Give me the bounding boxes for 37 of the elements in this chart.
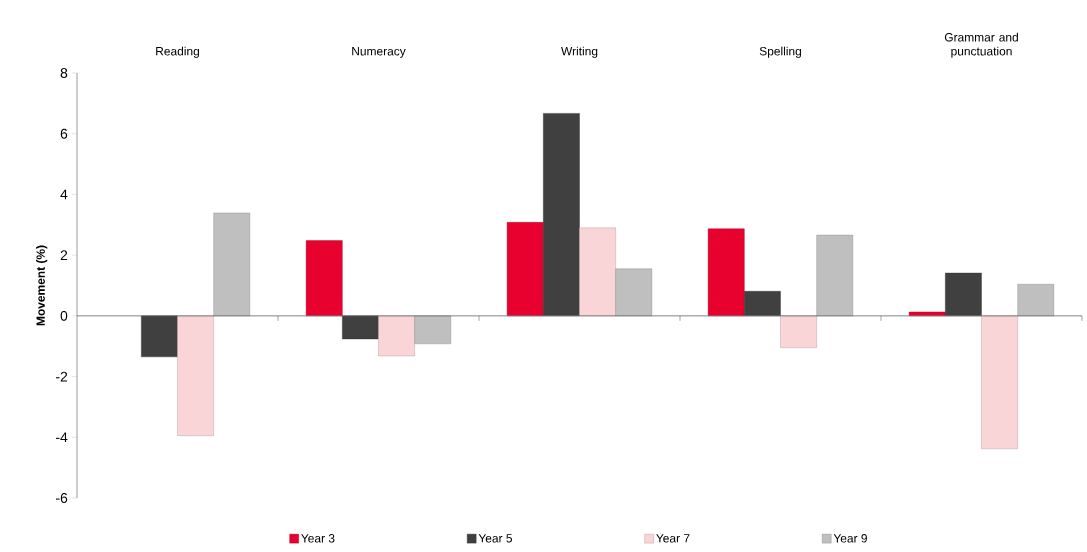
y-tick-label: -6 [56, 493, 68, 503]
legend-label: Year 9 [833, 534, 867, 543]
y-axis-title: Movement (%) [36, 245, 48, 326]
x-tick-label: Spelling [759, 46, 801, 58]
y-tick-label: -2 [56, 371, 68, 382]
bar [177, 315, 214, 436]
bar [780, 315, 817, 348]
legend-label: Year 7 [656, 534, 690, 543]
bar [506, 222, 544, 317]
bar [981, 315, 1018, 450]
x-tick-label: Grammar and punctuation [944, 32, 1018, 58]
bar [305, 240, 343, 317]
bar [342, 315, 379, 340]
bar [378, 315, 415, 357]
bar [141, 315, 178, 358]
bar [213, 212, 251, 317]
bar [707, 228, 745, 317]
bar [908, 311, 946, 317]
legend-label: Year 3 [301, 534, 335, 543]
y-tick-label: -4 [56, 432, 68, 443]
y-tick-label: 6 [60, 128, 68, 139]
y-tick-label: 4 [60, 189, 68, 200]
bar [579, 227, 616, 317]
y-tick-label: 2 [60, 250, 68, 261]
bar [744, 291, 781, 317]
x-tick-label: Numeracy [352, 47, 406, 58]
bar [945, 272, 982, 317]
bar [414, 315, 452, 344]
bar [615, 268, 653, 317]
bar [1017, 284, 1055, 317]
y-tick-label: 0 [60, 310, 68, 321]
y-tick-label: 8 [60, 68, 68, 78]
legend-label: Year 5 [478, 534, 512, 543]
bar [816, 234, 854, 317]
x-tick-label: Reading [156, 46, 199, 58]
bar [543, 113, 580, 317]
x-tick-label: Writing [561, 46, 598, 58]
